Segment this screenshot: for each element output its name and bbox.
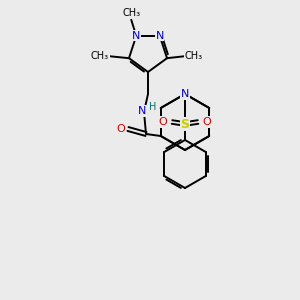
Text: CH₃: CH₃ bbox=[91, 51, 109, 61]
Text: N: N bbox=[138, 106, 146, 116]
Text: N: N bbox=[156, 31, 164, 41]
Text: O: O bbox=[117, 124, 125, 134]
Text: O: O bbox=[159, 117, 167, 127]
Text: H: H bbox=[149, 102, 157, 112]
Text: S: S bbox=[181, 118, 190, 130]
Text: N: N bbox=[181, 89, 189, 99]
Text: CH₃: CH₃ bbox=[122, 8, 140, 18]
Text: N: N bbox=[132, 31, 140, 41]
Text: O: O bbox=[202, 117, 211, 127]
Text: CH₃: CH₃ bbox=[185, 51, 203, 61]
Text: N: N bbox=[181, 89, 189, 99]
